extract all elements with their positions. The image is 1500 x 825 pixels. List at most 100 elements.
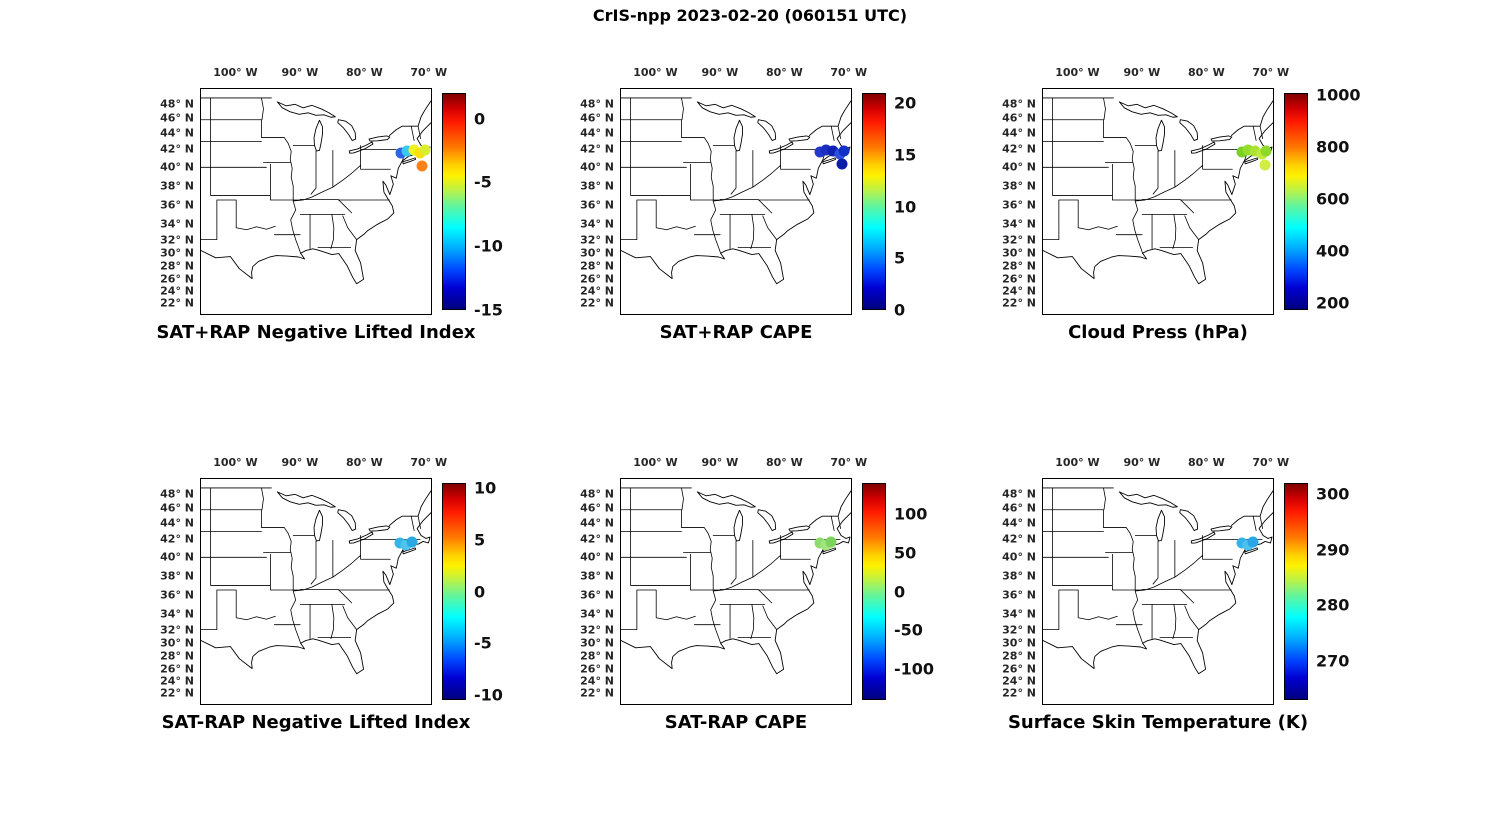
lat-tick-label: 30° N bbox=[160, 636, 194, 650]
colorbar-tick-label: 20 bbox=[894, 93, 917, 113]
lat-tick-label: 46° N bbox=[1002, 501, 1036, 515]
lat-tick-label: 26° N bbox=[160, 662, 194, 676]
lon-tick-label: 70° W bbox=[1252, 456, 1290, 469]
lat-tick-label: 32° N bbox=[1002, 623, 1036, 637]
lat-axis: 48° N 46° N 44° N 42° N 40° N 38° N 36° N 34° N… bbox=[520, 478, 614, 705]
lon-tick-label: 90° W bbox=[701, 456, 739, 469]
lat-tick-label: 26° N bbox=[160, 272, 194, 286]
lat-tick-label: 32° N bbox=[160, 233, 194, 247]
lat-tick-label: 22° N bbox=[580, 296, 614, 310]
lat-tick-label: 26° N bbox=[580, 662, 614, 676]
lon-axis: 100° W 90° W 80° W 70° W bbox=[620, 66, 867, 82]
data-point bbox=[1236, 146, 1248, 158]
lat-tick-label: 26° N bbox=[1002, 272, 1036, 286]
panel-title: SAT-RAP Negative Lifted Index bbox=[161, 712, 471, 733]
lat-tick-label: 38° N bbox=[160, 179, 194, 193]
data-point bbox=[836, 158, 848, 170]
lon-tick-label: 100° W bbox=[633, 66, 678, 79]
lon-axis: 100° W 90° W 80° W 70° W bbox=[620, 456, 867, 472]
lat-tick-label: 34° N bbox=[160, 217, 194, 231]
data-point bbox=[401, 145, 413, 157]
lat-tick-label: 36° N bbox=[1002, 588, 1036, 602]
data-point bbox=[1236, 537, 1248, 549]
colorbar-tick-label: 5 bbox=[894, 248, 906, 268]
lat-tick-label: 22° N bbox=[1002, 296, 1036, 310]
colorbar-tick-label: 290 bbox=[1316, 540, 1350, 560]
scatter-points bbox=[621, 479, 851, 704]
data-point bbox=[416, 160, 428, 172]
figure-title: CrIS-npp 2023-02-20 (060151 UTC) bbox=[592, 6, 908, 25]
data-point bbox=[838, 145, 850, 157]
colorbar-ticks: 100 50 0 -50 -100 bbox=[894, 483, 958, 700]
data-point bbox=[1259, 159, 1271, 171]
lat-tick-label: 42° N bbox=[160, 532, 194, 546]
lon-tick-label: 80° W bbox=[1187, 66, 1225, 79]
lon-tick-label: 70° W bbox=[830, 66, 868, 79]
lat-tick-label: 28° N bbox=[160, 259, 194, 273]
lat-tick-label: 34° N bbox=[1002, 607, 1036, 621]
colorbar-tick-label: 5 bbox=[474, 530, 486, 550]
lat-tick-label: 38° N bbox=[1002, 569, 1036, 583]
lat-tick-label: 48° N bbox=[580, 97, 614, 111]
lat-tick-label: 24° N bbox=[160, 674, 194, 688]
colorbar-ticks: 1000 800 600 400 200 bbox=[1316, 86, 1380, 313]
panel-sat-minus-rap-cape: 100° W 90° W 80° W 70° W 48° N 46° N 44° N 42°… bbox=[520, 456, 960, 756]
lon-axis: 100° W 90° W 80° W 70° W bbox=[200, 66, 447, 82]
lon-tick-label: 80° W bbox=[345, 66, 383, 79]
scatter-points bbox=[621, 89, 851, 314]
lon-tick-label: 80° W bbox=[765, 66, 803, 79]
colorbar-tick-label: 600 bbox=[1316, 189, 1350, 209]
lat-tick-label: 38° N bbox=[580, 569, 614, 583]
panel-surface-skin-temperature: 100° W 90° W 80° W 70° W 48° N 46° N 44° N 42°… bbox=[942, 456, 1382, 756]
lat-tick-label: 38° N bbox=[580, 179, 614, 193]
scatter-points bbox=[1043, 479, 1273, 704]
colorbar-tick-label: 0 bbox=[894, 300, 906, 320]
lat-tick-label: 44° N bbox=[160, 516, 194, 530]
lon-tick-label: 70° W bbox=[1252, 66, 1290, 79]
colorbar-ticks: 10 5 0 -5 -10 bbox=[474, 479, 538, 705]
data-point bbox=[419, 144, 431, 156]
lat-tick-label: 46° N bbox=[160, 111, 194, 125]
lat-tick-label: 48° N bbox=[580, 487, 614, 501]
lat-tick-label: 22° N bbox=[1002, 686, 1036, 700]
lat-tick-label: 44° N bbox=[580, 126, 614, 140]
colorbar-tick-label: 800 bbox=[1316, 137, 1350, 157]
lat-tick-label: 32° N bbox=[160, 623, 194, 637]
data-point bbox=[1247, 536, 1259, 548]
lat-tick-label: 34° N bbox=[580, 607, 614, 621]
lon-tick-label: 100° W bbox=[213, 66, 258, 79]
colorbar-ticks: 300 290 280 270 bbox=[1316, 483, 1380, 700]
lon-axis: 100° W 90° W 80° W 70° W bbox=[1042, 456, 1289, 472]
lat-tick-label: 30° N bbox=[160, 246, 194, 260]
colorbar-tick-label: 270 bbox=[1316, 651, 1350, 671]
lat-tick-label: 46° N bbox=[580, 111, 614, 125]
lon-tick-label: 70° W bbox=[410, 66, 448, 79]
lat-axis: 48° N 46° N 44° N 42° N 40° N 38° N 36° N 34° N… bbox=[100, 478, 194, 705]
panel-title: SAT-RAP CAPE bbox=[664, 712, 808, 733]
colorbar-tick-label: 10 bbox=[474, 478, 497, 498]
lat-axis: 48° N 46° N 44° N 42° N 40° N 38° N 36° N 34° N… bbox=[942, 88, 1036, 315]
lat-tick-label: 22° N bbox=[160, 686, 194, 700]
lat-tick-label: 30° N bbox=[580, 636, 614, 650]
lat-tick-label: 26° N bbox=[580, 272, 614, 286]
map-box bbox=[200, 478, 432, 705]
lat-tick-label: 22° N bbox=[580, 686, 614, 700]
panel-title: Cloud Press (hPa) bbox=[1068, 322, 1248, 343]
data-point bbox=[400, 539, 412, 551]
lat-tick-label: 28° N bbox=[1002, 259, 1036, 273]
data-point bbox=[827, 145, 839, 157]
lon-tick-label: 70° W bbox=[830, 456, 868, 469]
colorbar-tick-label: 200 bbox=[1316, 293, 1350, 313]
colorbar-ticks: 0 -5 -10 -15 bbox=[474, 93, 538, 319]
colorbar-tick-label: 400 bbox=[1316, 241, 1350, 261]
map-box bbox=[200, 88, 432, 315]
lat-tick-label: 44° N bbox=[580, 516, 614, 530]
data-point bbox=[820, 144, 832, 156]
panel-title: Surface Skin Temperature (K) bbox=[1007, 712, 1309, 733]
lon-tick-label: 100° W bbox=[1055, 66, 1100, 79]
colorbar bbox=[862, 483, 886, 700]
colorbar bbox=[1284, 483, 1308, 700]
lon-tick-label: 100° W bbox=[213, 456, 258, 469]
lat-tick-label: 40° N bbox=[1002, 550, 1036, 564]
lat-tick-label: 24° N bbox=[580, 284, 614, 298]
